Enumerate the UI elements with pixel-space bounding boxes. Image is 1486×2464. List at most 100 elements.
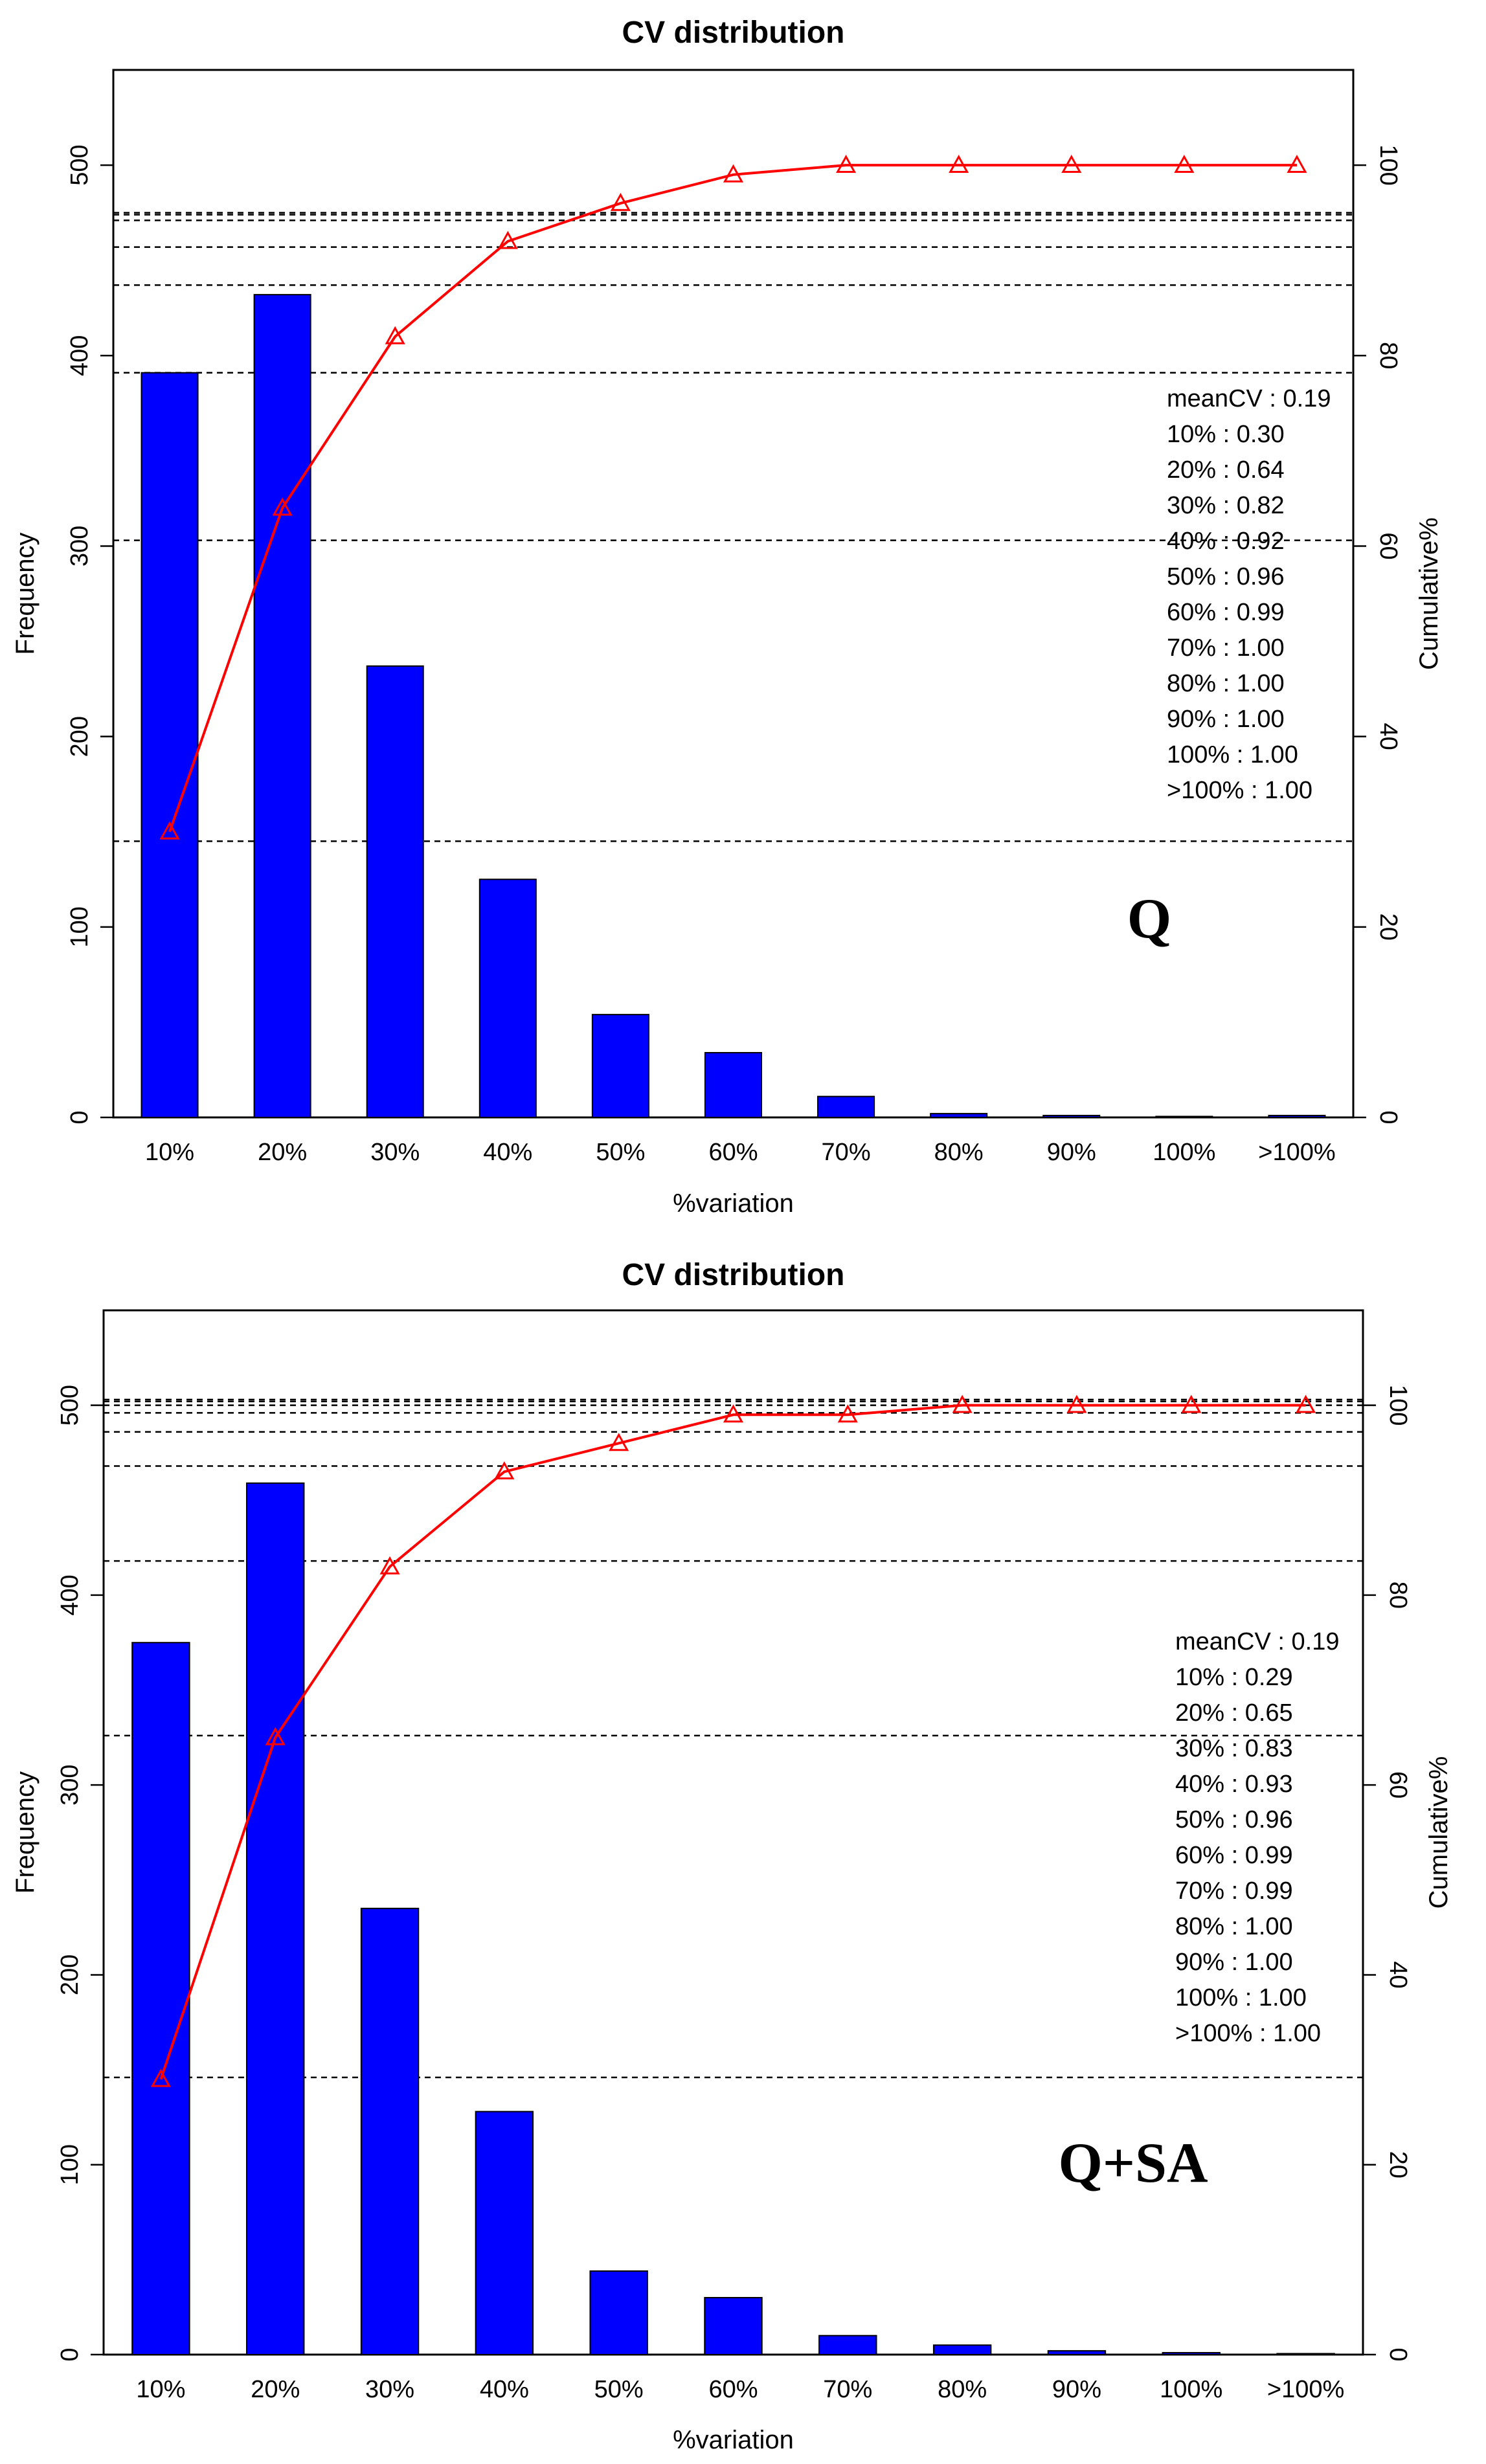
bar-80%	[930, 1113, 988, 1118]
chart-panel-1: CV distribution 0 100 200 300 400 500 0 20 40 60 80…	[11, 16, 1443, 1218]
stats-line: 30% : 0.83	[1175, 1735, 1293, 1762]
stats-line: 40% : 0.93	[1175, 1771, 1293, 1798]
y-tick-label: 500	[56, 1385, 84, 1426]
stats-line: 10% : 0.30	[1167, 421, 1285, 448]
cumulative-point-40%	[494, 1461, 515, 1480]
y2-tick-label: 60	[1375, 532, 1402, 559]
x-tick-label: 100%	[1160, 2376, 1222, 2403]
y2-tick-label: 20	[1384, 2151, 1412, 2178]
y-tick-label: 400	[56, 1574, 84, 1615]
y2-tick-label: 100	[1384, 1385, 1412, 1426]
cumulative-point-50%	[609, 1433, 629, 1451]
x-tick-label: 60%	[708, 1139, 758, 1166]
y-tick-label: 100	[66, 906, 93, 947]
stats-line: meanCV : 0.19	[1167, 385, 1331, 412]
x-tick-label: 80%	[934, 1139, 984, 1166]
cumulative-point-10%	[150, 2068, 171, 2087]
bar-90%	[1047, 2350, 1107, 2355]
stats-line: 100% : 1.00	[1175, 1984, 1307, 2011]
cumulative-point->100%	[1287, 155, 1307, 173]
panel-label: Q+SA	[1058, 2132, 1208, 2195]
cumulative-point-50%	[610, 192, 631, 211]
stats-line: 90% : 1.00	[1167, 706, 1285, 733]
x-tick-label: 10%	[136, 2376, 185, 2403]
stats-line: 40% : 0.92	[1167, 528, 1285, 555]
bar-60%	[704, 2297, 763, 2355]
stats-line: 90% : 1.00	[1175, 1949, 1293, 1976]
bar-20%	[253, 294, 311, 1119]
cumulative-point-100%	[1174, 155, 1195, 173]
x-tick-label: 80%	[938, 2376, 987, 2403]
bar-10%	[131, 1642, 190, 2355]
x-tick-label: 30%	[370, 1139, 420, 1166]
cumulative-point-90%	[1066, 1394, 1087, 1413]
bar-60%	[704, 1051, 763, 1118]
x-tick-label: >100%	[1267, 2376, 1344, 2403]
bar-30%	[366, 665, 424, 1118]
y2-tick-label: 0	[1384, 2347, 1412, 2361]
stats-line: 10% : 0.29	[1175, 1664, 1293, 1691]
x-tick-label: 50%	[594, 2376, 644, 2403]
y2-tick-label: 40	[1384, 1961, 1412, 1988]
stats-line: 70% : 1.00	[1167, 634, 1285, 662]
bar-40%	[475, 2111, 534, 2355]
stats-line: 70% : 0.99	[1175, 1877, 1293, 1905]
chart-title: CV distribution	[622, 1258, 845, 1292]
x-tick-label: 90%	[1052, 2376, 1101, 2403]
cumulative-line	[168, 164, 1297, 833]
cumulative-point-30%	[385, 326, 405, 344]
y-tick-label: 300	[56, 1764, 84, 1805]
x-tick-label: 100%	[1153, 1139, 1215, 1166]
cumulative-point->100%	[1296, 1394, 1316, 1413]
stats-line: 100% : 1.00	[1167, 741, 1298, 768]
cumulative-point-30%	[379, 1556, 400, 1574]
bar-40%	[478, 879, 537, 1118]
y-axis-label: Frequency	[11, 1771, 39, 1894]
y-tick-label: 500	[66, 144, 93, 185]
bar-80%	[932, 2344, 992, 2356]
bar->100%	[1276, 2353, 1335, 2355]
cumulative-point-70%	[836, 155, 857, 173]
stats-line: >100% : 1.00	[1167, 777, 1312, 804]
cumulative-point-60%	[723, 1404, 744, 1423]
x-tick-label: >100%	[1258, 1139, 1335, 1166]
x-tick-label: 10%	[145, 1139, 194, 1166]
stats-line: 20% : 0.64	[1167, 456, 1285, 484]
stats-line: 80% : 1.00	[1167, 670, 1285, 697]
cumulative-point-70%	[837, 1404, 858, 1423]
stats-line: 50% : 0.96	[1167, 563, 1285, 590]
bar-30%	[360, 1907, 420, 2355]
y-axis-label: Frequency	[11, 533, 39, 655]
bar-70%	[817, 1095, 875, 1119]
stats-line: 20% : 0.65	[1175, 1699, 1293, 1727]
y-tick-label: 300	[66, 526, 93, 566]
chart-title: CV distribution	[622, 16, 845, 50]
x-tick-label: 50%	[596, 1139, 645, 1166]
y2-tick-label: 60	[1384, 1771, 1412, 1798]
y2-tick-label: 100	[1375, 144, 1402, 185]
x-tick-label: 20%	[258, 1139, 307, 1166]
x-tick-label: 40%	[483, 1139, 532, 1166]
cumulative-point-80%	[949, 155, 969, 173]
y2-axis-label: Cumulative%	[1415, 517, 1443, 670]
cumulative-point-90%	[1061, 155, 1082, 173]
bar-10%	[141, 372, 199, 1118]
x-tick-label: 40%	[480, 2376, 529, 2403]
y2-tick-label: 80	[1384, 1582, 1412, 1609]
x-tick-label: 70%	[822, 1139, 871, 1166]
cumulative-point-40%	[497, 230, 518, 249]
stats-line: 50% : 0.96	[1175, 1806, 1293, 1833]
cumulative-point-100%	[1181, 1394, 1202, 1413]
x-tick-label: 20%	[251, 2376, 300, 2403]
y-tick-label: 0	[66, 1110, 93, 1124]
stats-line: 60% : 0.99	[1175, 1842, 1293, 1869]
y-tick-label: 200	[56, 1954, 84, 1995]
y-tick-label: 400	[66, 335, 93, 376]
cumulative-point-60%	[723, 164, 744, 183]
x-tick-label: 90%	[1047, 1139, 1096, 1166]
cumulative-line	[159, 1404, 1306, 2080]
stats-line: meanCV : 0.19	[1175, 1628, 1339, 1655]
y2-tick-label: 20	[1375, 913, 1402, 941]
cumulative-point-80%	[952, 1394, 973, 1413]
